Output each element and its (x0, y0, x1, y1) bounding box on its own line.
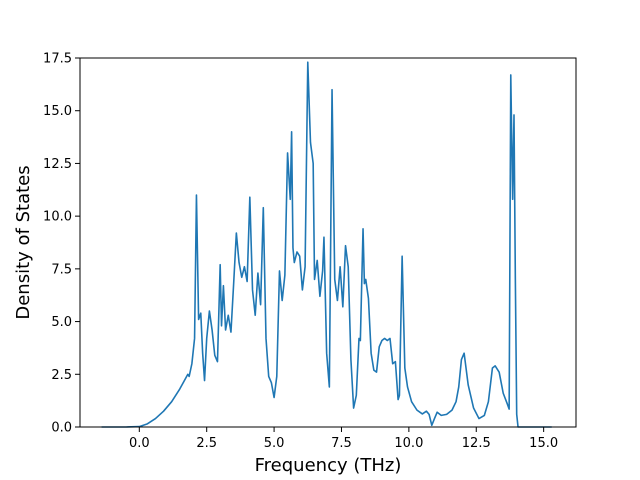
y-tick-label: 2.5 (51, 368, 72, 383)
x-axis-ticks: 0.0 2.5 5.0 7.5 10.0 12.5 15.0 (129, 427, 558, 451)
y-axis-label: Density of States (13, 165, 34, 319)
y-tick-label: 17.5 (43, 52, 72, 67)
x-tick-label: 10.0 (394, 436, 423, 451)
x-tick-label: 5.0 (264, 436, 285, 451)
y-tick-label: 7.5 (51, 262, 72, 277)
x-tick-label: 2.5 (196, 436, 217, 451)
x-tick-label: 7.5 (331, 436, 352, 451)
x-axis-label: Frequency (THz) (255, 455, 402, 476)
x-tick-label: 15.0 (529, 436, 558, 451)
dos-series-line (101, 61, 552, 428)
x-tick-label: 12.5 (462, 436, 491, 451)
y-axis-ticks: 0.0 2.5 5.0 7.5 10.0 12.5 15.0 17.5 (43, 52, 80, 436)
y-tick-label: 10.0 (43, 210, 72, 225)
y-tick-label: 5.0 (51, 315, 72, 330)
axes-frame (79, 57, 577, 428)
y-tick-label: 12.5 (43, 157, 72, 172)
y-tick-label: 0.0 (51, 421, 72, 436)
x-tick-label: 0.0 (129, 436, 150, 451)
y-tick-label: 15.0 (43, 104, 72, 119)
plot-area (101, 61, 552, 428)
